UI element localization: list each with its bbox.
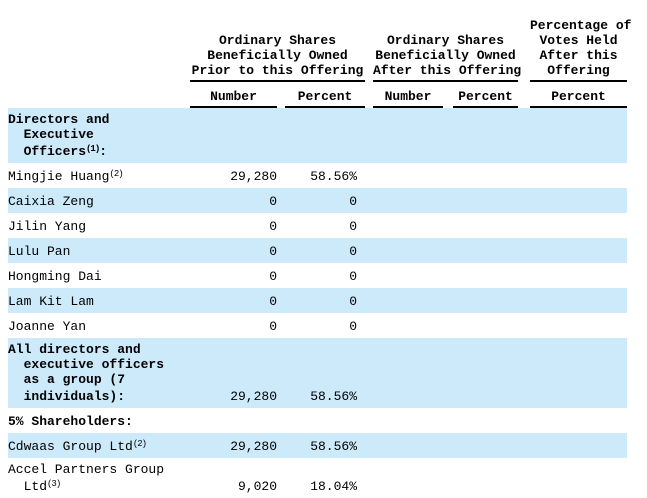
cell-number-prior: 29,280 bbox=[230, 439, 277, 454]
table-row: Cdwaas Group Ltd(2) 29,280 58.56% bbox=[8, 433, 627, 458]
subheader-percent-prior: Percent bbox=[285, 89, 365, 108]
footnote-ref: (2) bbox=[132, 439, 147, 449]
footnote-ref: (2) bbox=[109, 169, 123, 179]
cell-percent-prior: 0 bbox=[349, 244, 357, 259]
footnote-ref: (3) bbox=[47, 479, 61, 489]
cell-number-prior: 0 bbox=[269, 269, 277, 284]
shareholder-name: All directors and executive officers as … bbox=[8, 342, 165, 404]
cell-percent-prior: 18.04% bbox=[310, 479, 357, 494]
cell-percent-prior: 0 bbox=[349, 294, 357, 309]
cell-percent-prior: 58.56% bbox=[310, 389, 357, 404]
shareholder-name: Mingjie Huang(2) bbox=[8, 169, 124, 184]
cell-percent-prior: 0 bbox=[349, 219, 357, 234]
table-row: Accel Partners Group Ltd(3) 9,020 18.04% bbox=[8, 458, 627, 498]
subheader-percent-votes: Percent bbox=[530, 89, 627, 108]
footnote-ref: (1) bbox=[86, 144, 100, 154]
column-group-header-row: Ordinary Shares Beneficially Owned Prior… bbox=[8, 6, 631, 82]
table-row: Directors and Executive Officers(1): bbox=[8, 108, 627, 163]
group-header-after-offering: Ordinary Shares Beneficially Owned After… bbox=[373, 33, 521, 82]
shareholder-name: Hongming Dai bbox=[8, 269, 102, 284]
cell-number-prior: 29,280 bbox=[230, 169, 277, 184]
subheader-blank bbox=[8, 89, 190, 108]
cell-percent-prior: 0 bbox=[349, 269, 357, 284]
table-row: Jilin Yang 0 0 bbox=[8, 213, 627, 238]
shareholder-name: Caixia Zeng bbox=[8, 194, 94, 209]
cell-number-prior: 0 bbox=[269, 219, 277, 234]
table-row: Hongming Dai 0 0 bbox=[8, 263, 627, 288]
table-row: Joanne Yan 0 0 bbox=[8, 313, 627, 338]
cell-number-prior: 0 bbox=[269, 319, 277, 334]
group-header-prior-offering: Ordinary Shares Beneficially Owned Prior… bbox=[190, 33, 365, 82]
cell-number-prior: 0 bbox=[269, 194, 277, 209]
subheader-row: Number Percent Number Percent Percent bbox=[8, 89, 627, 108]
table-row: All directors and executive officers as … bbox=[8, 338, 627, 408]
subheader-number-after: Number bbox=[373, 89, 443, 108]
shareholder-name: Jilin Yang bbox=[8, 219, 87, 234]
cell-number-prior: 9,020 bbox=[237, 479, 277, 494]
table-row: Lulu Pan 0 0 bbox=[8, 238, 627, 263]
cell-percent-prior: 58.56% bbox=[310, 169, 357, 184]
cell-number-prior: 29,280 bbox=[230, 389, 277, 404]
table-row: 5% Shareholders: bbox=[8, 408, 627, 433]
cell-number-prior: 0 bbox=[269, 294, 277, 309]
shareholder-name: 5% Shareholders: bbox=[8, 414, 133, 429]
shareholder-name: Directors and Executive Officers(1): bbox=[8, 112, 110, 159]
cell-percent-prior: 58.56% bbox=[310, 439, 357, 454]
table-row: Lam Kit Lam 0 0 bbox=[8, 288, 627, 313]
cell-percent-prior: 0 bbox=[349, 319, 357, 334]
cell-number-prior: 0 bbox=[269, 244, 277, 259]
group-header-votes-held: Percentage of Votes Held After this Offe… bbox=[530, 18, 631, 82]
table-row: Caixia Zeng 0 0 bbox=[8, 188, 627, 213]
ownership-table: Ordinary Shares Beneficially Owned Prior… bbox=[8, 6, 631, 498]
shareholder-name: Lulu Pan bbox=[8, 244, 71, 259]
table-row: Mingjie Huang(2) 29,280 58.56% bbox=[8, 163, 627, 188]
cell-percent-prior: 0 bbox=[349, 194, 357, 209]
shareholder-name: Joanne Yan bbox=[8, 319, 87, 334]
subheader-number-prior: Number bbox=[190, 89, 277, 108]
subheader-percent-after: Percent bbox=[453, 89, 518, 108]
shareholder-name: Cdwaas Group Ltd(2) bbox=[8, 439, 147, 454]
table-body: Directors and Executive Officers(1): Min… bbox=[8, 108, 627, 498]
shareholder-name: Lam Kit Lam bbox=[8, 294, 94, 309]
